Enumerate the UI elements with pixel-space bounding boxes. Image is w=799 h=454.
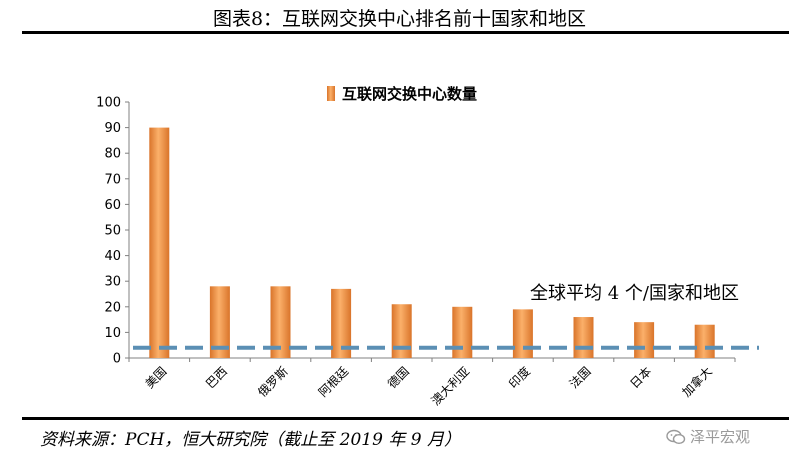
bar xyxy=(452,306,473,358)
legend-label: 互联网交换中心数量 xyxy=(342,85,477,103)
watermark: 泽平宏观 xyxy=(666,426,750,447)
source-note: 资料来源：PCH，恒大研究院（截止至 2019 年 9 月） xyxy=(40,430,461,450)
top-rule xyxy=(22,31,789,34)
category-label: 印度 xyxy=(505,364,533,392)
category-label: 澳大利亚 xyxy=(429,364,473,408)
watermark-text: 泽平宏观 xyxy=(690,428,751,446)
category-label: 德国 xyxy=(384,364,412,392)
y-tick-label: 10 xyxy=(104,326,121,341)
bottom-rule xyxy=(22,417,789,420)
reference-line-label: 全球平均 4 个/国家和地区 xyxy=(530,283,739,304)
legend-swatch xyxy=(327,86,335,101)
y-tick-label: 90 xyxy=(104,121,121,136)
bar xyxy=(512,309,533,358)
bar xyxy=(270,286,291,358)
chart-title: 图表8：互联网交换中心排名前十国家和地区 xyxy=(212,8,587,30)
bar-chart: 0 10 20 30 40 50 60 70 80 90 100 美国 巴西 俄罗斯 阿根廷 德国 澳大利亚 印… xyxy=(96,85,759,408)
bar xyxy=(573,317,594,358)
bar xyxy=(209,286,230,358)
y-tick-label: 30 xyxy=(104,275,121,290)
category-label: 美国 xyxy=(143,364,170,391)
y-tick-label: 80 xyxy=(104,147,121,162)
y-tick-label: 70 xyxy=(104,172,121,187)
y-tick-label: 50 xyxy=(104,224,121,239)
y-tick-label: 40 xyxy=(104,249,121,264)
wechat-icon xyxy=(666,429,686,444)
bar xyxy=(634,322,655,358)
category-label: 俄罗斯 xyxy=(255,364,290,399)
category-label: 阿根廷 xyxy=(316,364,351,399)
bar xyxy=(694,324,715,358)
bar xyxy=(149,127,170,358)
y-tick-label: 0 xyxy=(113,352,121,367)
y-tick-label: 100 xyxy=(96,96,121,111)
y-tick-label: 20 xyxy=(104,300,121,315)
category-label: 法国 xyxy=(567,364,594,391)
bar xyxy=(331,288,352,358)
category-label: 巴西 xyxy=(203,364,230,391)
category-label: 加拿大 xyxy=(679,364,715,400)
y-tick-label: 60 xyxy=(104,198,121,213)
category-label: 日本 xyxy=(627,364,654,391)
bar xyxy=(391,304,412,358)
